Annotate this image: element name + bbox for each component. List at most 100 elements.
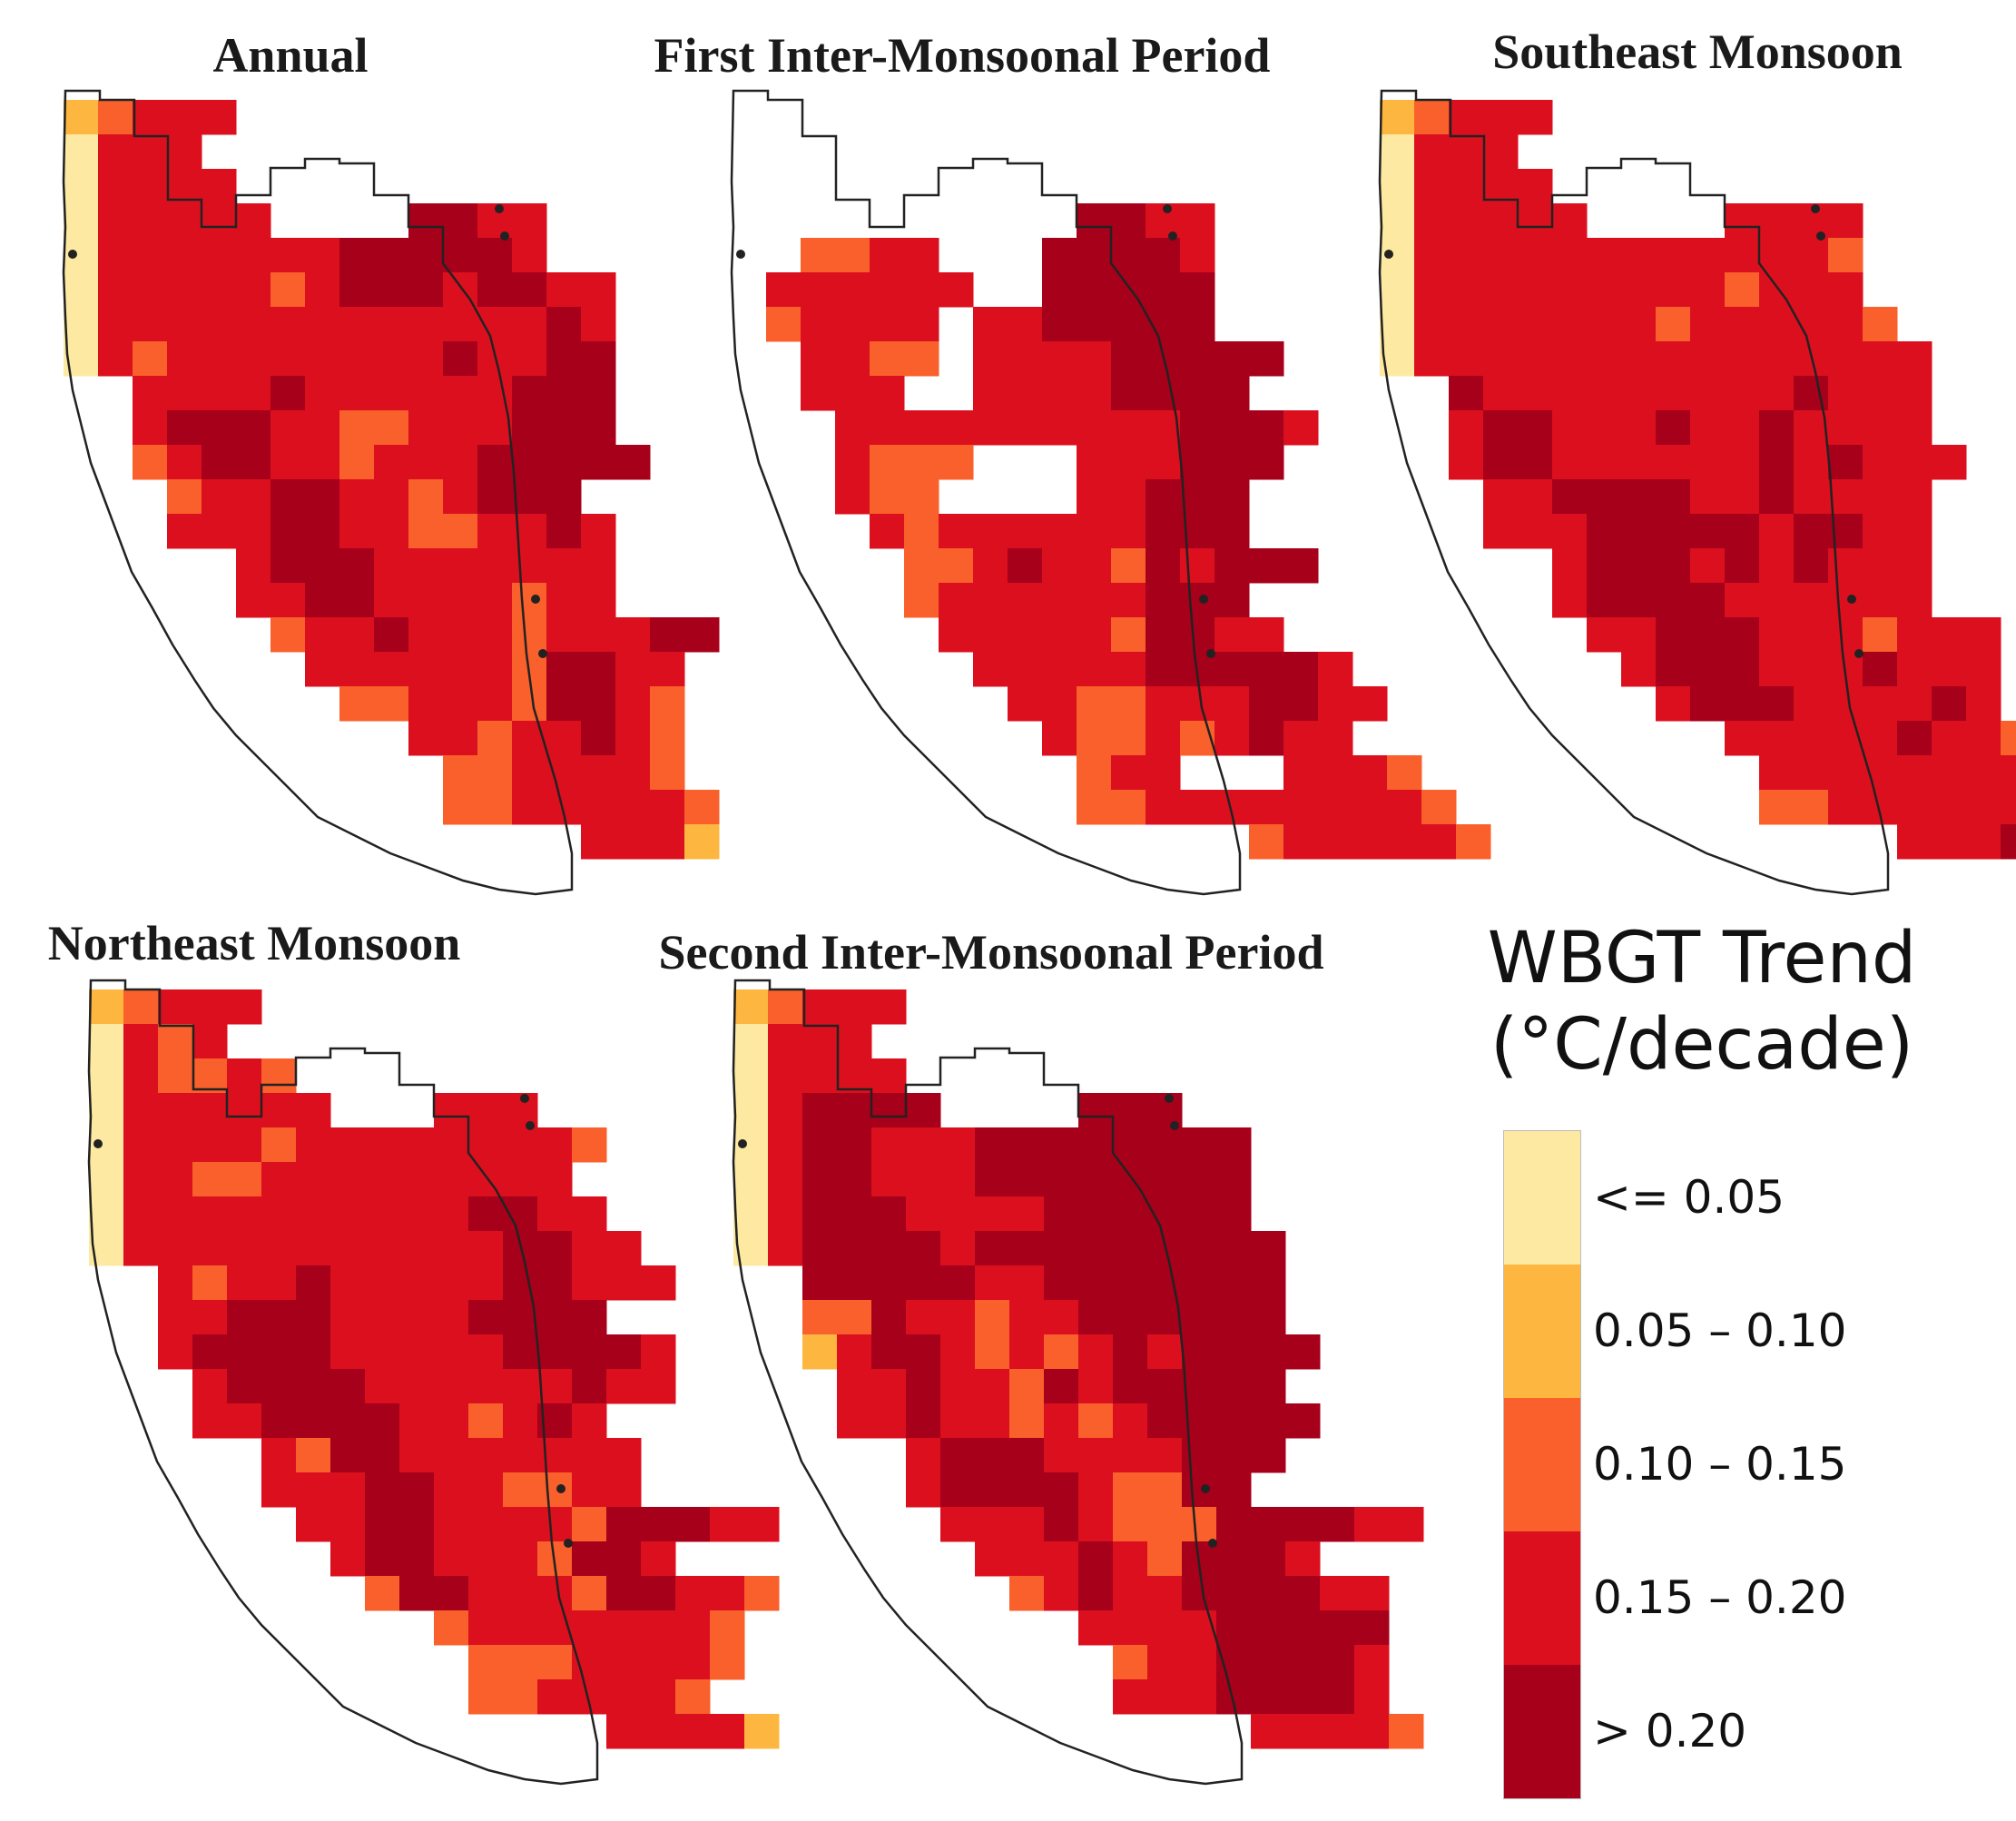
grid-cell: [904, 514, 939, 549]
grid-cell: [1380, 134, 1415, 170]
legend-title-line1: WBGT Trend: [1487, 918, 1917, 999]
grid-cell: [744, 1714, 780, 1749]
grid-cell: [1283, 548, 1319, 584]
grid-cell: [1078, 1438, 1114, 1473]
grid-cell: [871, 1127, 907, 1163]
grid-cell: [443, 790, 478, 825]
grid-cell: [1251, 1231, 1286, 1266]
grid-cell: [546, 790, 582, 825]
grid-cell: [581, 341, 616, 377]
grid-cell: [537, 1438, 573, 1473]
panel-title-northeast-monsoon: Northeast Monsoon: [47, 916, 461, 970]
grid-cell: [89, 1162, 124, 1197]
grid-cell: [1759, 341, 1795, 377]
island-marker: [1165, 1094, 1174, 1103]
grid-cell: [98, 272, 133, 308]
grid-cell: [1044, 1472, 1079, 1508]
grid-cell: [581, 410, 616, 446]
grid-cell: [227, 1403, 262, 1439]
grid-cell: [192, 1334, 228, 1370]
grid-cell: [123, 1093, 159, 1128]
grid-cell: [1146, 376, 1181, 411]
grid-cell: [1285, 1334, 1321, 1370]
grid-cell: [133, 238, 168, 273]
island-marker: [93, 1139, 103, 1148]
grid-cell: [572, 1300, 607, 1335]
grid-cell: [1483, 410, 1519, 446]
grid-cell: [399, 1265, 435, 1301]
grid-cell: [227, 1196, 262, 1232]
grid-cell: [133, 203, 168, 239]
grid-cell: [537, 1231, 573, 1266]
grid-cell: [1078, 1196, 1114, 1232]
grid-cell: [296, 1507, 331, 1542]
legend-swatch-4: [1504, 1665, 1580, 1798]
grid-cell: [1180, 410, 1215, 446]
grid-cell: [1077, 272, 1112, 308]
grid-cell: [606, 1541, 642, 1577]
grid-cell: [1759, 479, 1795, 515]
grid-cell: [123, 1058, 159, 1094]
grid-cell: [1318, 790, 1353, 825]
grid-cell: [1621, 617, 1657, 653]
grid-cell: [1215, 514, 1250, 549]
grid-cell: [227, 1231, 262, 1266]
grid-cell: [1147, 1127, 1183, 1163]
grid-cell: [1828, 272, 1864, 308]
grid-cell: [468, 1300, 504, 1335]
grid-cell: [675, 1679, 711, 1715]
grid-cell: [192, 1058, 228, 1094]
grid-cell: [641, 1541, 676, 1577]
island-marker: [500, 231, 509, 241]
grid-cell: [1216, 1507, 1252, 1542]
island-marker: [1847, 595, 1856, 604]
grid-cell: [1794, 548, 1829, 584]
legend-colorbar: [1503, 1130, 1581, 1799]
grid-cell: [870, 445, 905, 480]
grid-cell: [1251, 1645, 1286, 1680]
grid-cell: [1794, 376, 1829, 411]
grid-cell: [2001, 721, 2016, 756]
grid-cell: [1932, 824, 1967, 860]
legend-title-line2: (°C/decade): [1490, 1004, 1914, 1086]
grid-cell: [339, 445, 375, 480]
grid-cell: [1725, 376, 1760, 411]
grid-cell: [906, 1438, 941, 1473]
grid-cell: [1587, 307, 1622, 342]
grid-cell: [906, 1231, 941, 1266]
grid-cell: [443, 410, 478, 446]
grid-cell: [537, 1610, 573, 1646]
grid-cell: [1387, 755, 1422, 791]
grid-cell: [835, 479, 870, 515]
grid-cell: [1449, 272, 1484, 308]
grid-cell: [339, 617, 375, 653]
grid-cell: [710, 1645, 745, 1680]
grid-cell: [1283, 686, 1319, 722]
grid-cell: [1077, 548, 1112, 584]
grid-cell: [906, 1196, 941, 1232]
grid-cell: [768, 1127, 803, 1163]
grid-cell: [64, 203, 99, 239]
grid-cell: [1552, 514, 1588, 549]
grid-cell: [1690, 583, 1726, 618]
grid-cell: [330, 1507, 366, 1542]
grid-cell: [581, 617, 616, 653]
grid-cell: [330, 1127, 366, 1163]
grid-cell: [167, 169, 202, 204]
grid-cell: [615, 617, 651, 653]
grid-cell: [1587, 376, 1622, 411]
grid-cell: [1794, 238, 1829, 273]
grid-cell: [1690, 341, 1726, 377]
grid-cell: [512, 617, 547, 653]
grid-cell: [1111, 410, 1146, 446]
grid-cell: [546, 479, 582, 515]
grid-cell: [1932, 652, 1967, 687]
grid-cell: [906, 1127, 941, 1163]
grid-cell: [1180, 376, 1215, 411]
grid-cell: [1725, 238, 1760, 273]
grid-cell: [133, 272, 168, 308]
grid-cell: [1111, 479, 1146, 515]
grid-cell: [940, 1162, 976, 1197]
grid-cell: [1111, 376, 1146, 411]
grid-cell: [870, 238, 905, 273]
